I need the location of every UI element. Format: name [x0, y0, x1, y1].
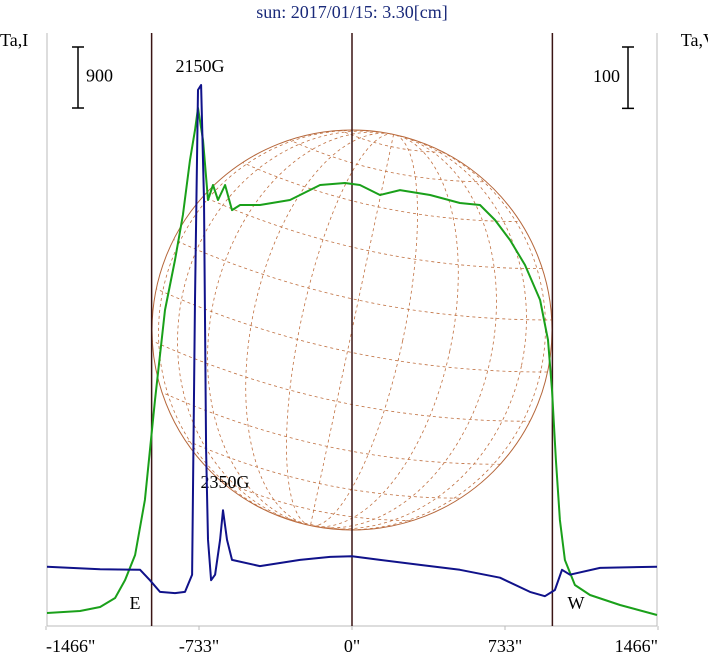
parallel	[339, 130, 445, 153]
meridian	[177, 130, 527, 530]
annotation: 2150G	[176, 56, 225, 76]
meridian	[286, 133, 418, 527]
x-tick-label: 733"	[488, 636, 522, 656]
annotation: E	[130, 593, 141, 613]
x-tick-label: -1466"	[46, 636, 95, 656]
parallel	[152, 339, 533, 422]
parallel	[288, 139, 488, 183]
chart-title: sun: 2017/01/15: 3.30[cm]	[256, 2, 448, 22]
parallel	[259, 507, 365, 530]
x-tick-label: 0"	[344, 636, 360, 656]
parallel	[216, 477, 416, 522]
parallel	[201, 195, 545, 270]
x-tick-label: 1466"	[615, 636, 658, 656]
scale-bar-label: 100	[593, 66, 620, 86]
solar-grid	[152, 130, 552, 530]
x-tick-label: -733"	[179, 636, 219, 656]
y2-axis-label: Ta,V	[681, 30, 708, 50]
parallel	[182, 438, 463, 499]
solar-disk	[151, 129, 553, 531]
parallel	[159, 391, 503, 465]
scale-bar-label: 900	[86, 66, 113, 86]
parallel	[240, 161, 522, 222]
y-axis-label: Ta,I	[0, 30, 28, 50]
data-line	[46, 84, 658, 598]
annotation: W	[568, 593, 585, 613]
annotation: 2350G	[201, 472, 250, 492]
data-line	[46, 107, 658, 616]
